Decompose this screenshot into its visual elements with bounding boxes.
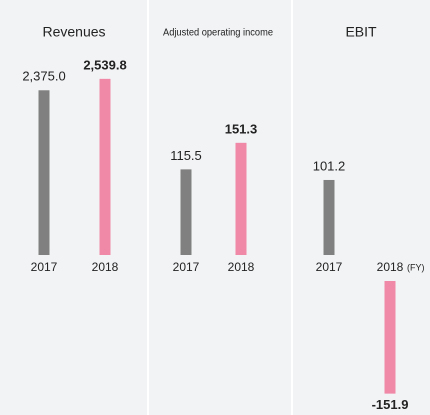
value-label: -151.9 [372, 397, 409, 412]
bar [323, 179, 335, 255]
bar [384, 281, 396, 394]
bar [180, 169, 192, 255]
value-label: 151.3 [225, 121, 258, 136]
x-tick-label: 2017 [31, 260, 58, 274]
panel-title: Adjusted operating income [163, 28, 273, 39]
separator [291, 0, 293, 415]
bar [235, 142, 247, 255]
separator [147, 0, 149, 415]
x-tick-label: 2018 [228, 260, 255, 274]
bar [99, 78, 111, 256]
value-label: 2,375.0 [22, 69, 65, 84]
x-tick-label: 2017 [173, 260, 200, 274]
bar [38, 90, 50, 255]
value-label: 115.5 [170, 148, 202, 163]
panel-title: Revenues [42, 24, 105, 40]
x-tick-label: 2018 [377, 260, 404, 274]
x-tick-label: 2018 [92, 260, 119, 274]
value-label: 101.2 [313, 158, 346, 173]
panel-title: EBIT [345, 24, 377, 40]
x-tick-label: 2017 [316, 260, 343, 274]
value-label: 2,539.8 [83, 57, 126, 72]
annotation: (FY) [407, 262, 425, 272]
